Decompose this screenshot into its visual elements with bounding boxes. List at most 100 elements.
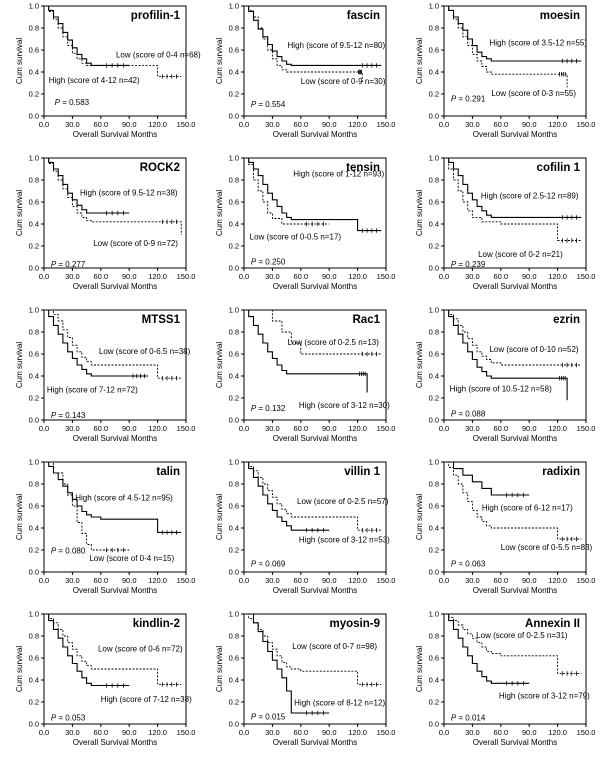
- x-tick-label: 120.0: [348, 728, 367, 737]
- y-tick-label: 0.6: [29, 46, 39, 55]
- plot-frame: [243, 5, 387, 117]
- y-tick-label: 0.0: [29, 416, 39, 425]
- plot-frame: [243, 309, 387, 421]
- p-symbol: P: [251, 258, 257, 267]
- km-panel: 0.0 0.2 0.4 0.6 0.8 1.0 0.0 30.0 60.0 90.0 120.0 15…: [400, 608, 596, 758]
- p-value: P = 0.080: [51, 546, 86, 555]
- x-tick-label: 0.0: [439, 272, 449, 281]
- y-tick-label: 0.6: [429, 502, 439, 511]
- group-label: Low (score of 0-5.5 n=83): [501, 543, 593, 552]
- p-value: P = 0.143: [51, 411, 86, 420]
- x-tick-label: 0.0: [39, 120, 49, 129]
- x-tick-label: 150.0: [177, 424, 196, 433]
- p-value: P = 0.277: [51, 260, 86, 269]
- p-symbol: P: [251, 713, 257, 722]
- p-value: P = 0.063: [451, 560, 486, 569]
- y-tick-label: 0.4: [429, 676, 439, 685]
- x-tick-label: 30.0: [65, 120, 80, 129]
- p-value: P = 0.250: [251, 258, 286, 267]
- group-label: Low (score of 0-6 n=72): [98, 644, 183, 653]
- plot-frame: [443, 613, 587, 725]
- survival-curve-dashed: [444, 157, 582, 241]
- group-label: High (score of 8-12 n=12): [294, 698, 385, 707]
- x-tick-label: 60.0: [493, 576, 508, 585]
- x-tick-label: 60.0: [293, 576, 308, 585]
- x-axis-label: Overall Survival Months: [73, 130, 157, 139]
- x-tick-label: 60.0: [93, 728, 108, 737]
- x-tick-label: 0.0: [439, 424, 449, 433]
- y-tick-label: 0.8: [229, 24, 239, 33]
- y-tick-label: 0.8: [229, 480, 239, 489]
- plot-frame: [443, 5, 587, 117]
- x-tick-label: 30.0: [465, 272, 480, 281]
- x-tick-label: 0.0: [439, 120, 449, 129]
- group-label: High (score of 1-12 n=93): [293, 170, 384, 179]
- p-symbol: P: [51, 260, 57, 269]
- x-axis-label: Overall Survival Months: [273, 130, 357, 139]
- panel-title: Rac1: [353, 314, 381, 326]
- y-tick-label: 0.0: [229, 112, 239, 121]
- y-tick-label: 0.8: [229, 176, 239, 185]
- x-tick-label: 150.0: [377, 576, 396, 585]
- x-axis-label: Overall Survival Months: [273, 586, 357, 595]
- panel-title: villin 1: [344, 466, 380, 478]
- plot-frame: [43, 309, 187, 421]
- km-plot: 0.0 0.2 0.4 0.6 0.8 1.0 0.0 30.0 60.0 90.0 120.0 15…: [415, 2, 596, 140]
- y-tick-label: 1.0: [29, 2, 39, 11]
- x-tick-label: 90.0: [122, 272, 137, 281]
- km-panel: 0.0 0.2 0.4 0.6 0.8 1.0 0.0 30.0 60.0 90.0 120.0 15…: [200, 456, 396, 606]
- y-tick-label: 0.4: [229, 68, 239, 77]
- x-tick-label: 150.0: [377, 120, 396, 129]
- survival-curve-dashed: [44, 157, 182, 235]
- y-axis-label: Cum survival: [215, 494, 224, 540]
- x-tick-label: 120.0: [148, 424, 167, 433]
- y-tick-label: 0.0: [29, 264, 39, 273]
- group-label: Low (score of 0-10 n=52): [489, 345, 578, 354]
- x-tick-label: 0.0: [39, 424, 49, 433]
- y-tick-label: 0.4: [29, 68, 39, 77]
- p-value: P = 0.554: [251, 100, 286, 109]
- x-tick-label: 120.0: [348, 120, 367, 129]
- x-tick-label: 30.0: [265, 728, 280, 737]
- y-axis-label: Cum survival: [215, 342, 224, 388]
- y-tick-label: 0.0: [229, 720, 239, 729]
- survival-curve-solid: [244, 157, 382, 232]
- x-tick-label: 120.0: [348, 424, 367, 433]
- y-tick-label: 1.0: [229, 154, 239, 163]
- x-tick-label: 150.0: [177, 272, 196, 281]
- x-tick-label: 30.0: [265, 576, 280, 585]
- y-tick-label: 1.0: [429, 154, 439, 163]
- group-label: Low (score of 0-4 n=15): [89, 554, 174, 563]
- x-tick-label: 150.0: [577, 728, 596, 737]
- survival-curve-dashed: [244, 309, 382, 355]
- survival-curve-solid: [244, 613, 330, 714]
- plot-frame: [243, 157, 387, 269]
- y-tick-label: 0.2: [29, 698, 39, 707]
- x-tick-label: 150.0: [577, 576, 596, 585]
- y-tick-label: 0.2: [229, 242, 239, 251]
- group-label: High (score of 3-12 n=30): [299, 401, 390, 410]
- survival-curve-dashed: [244, 5, 363, 83]
- x-tick-label: 60.0: [493, 728, 508, 737]
- km-panel: 0.0 0.2 0.4 0.6 0.8 1.0 0.0 30.0 60.0 90.0 120.0 15…: [400, 304, 596, 454]
- x-tick-label: 90.0: [522, 424, 537, 433]
- y-tick-label: 0.6: [229, 198, 239, 207]
- group-label: Low (score of 0-2.5 n=31): [476, 631, 568, 640]
- x-tick-label: 60.0: [93, 120, 108, 129]
- y-tick-label: 0.0: [29, 112, 39, 121]
- x-tick-label: 150.0: [577, 120, 596, 129]
- y-tick-label: 0.2: [429, 546, 439, 555]
- x-tick-label: 120.0: [548, 576, 567, 585]
- km-panel: 0.0 0.2 0.4 0.6 0.8 1.0 0.0 30.0 60.0 90.0 120.0 15…: [0, 608, 196, 758]
- km-panel: 0.0 0.2 0.4 0.6 0.8 1.0 0.0 30.0 60.0 90.0 120.0 15…: [200, 608, 396, 758]
- y-tick-label: 0.0: [429, 720, 439, 729]
- p-symbol: P: [251, 560, 257, 569]
- panel-title: fascin: [347, 10, 380, 22]
- panel-title: kindlin-2: [133, 618, 180, 630]
- p-value-number: = 0.063: [456, 560, 486, 569]
- y-tick-label: 0.8: [29, 176, 39, 185]
- p-value-number: = 0.554: [256, 100, 286, 109]
- x-tick-label: 30.0: [265, 424, 280, 433]
- y-tick-label: 0.8: [229, 632, 239, 641]
- x-tick-label: 0.0: [439, 728, 449, 737]
